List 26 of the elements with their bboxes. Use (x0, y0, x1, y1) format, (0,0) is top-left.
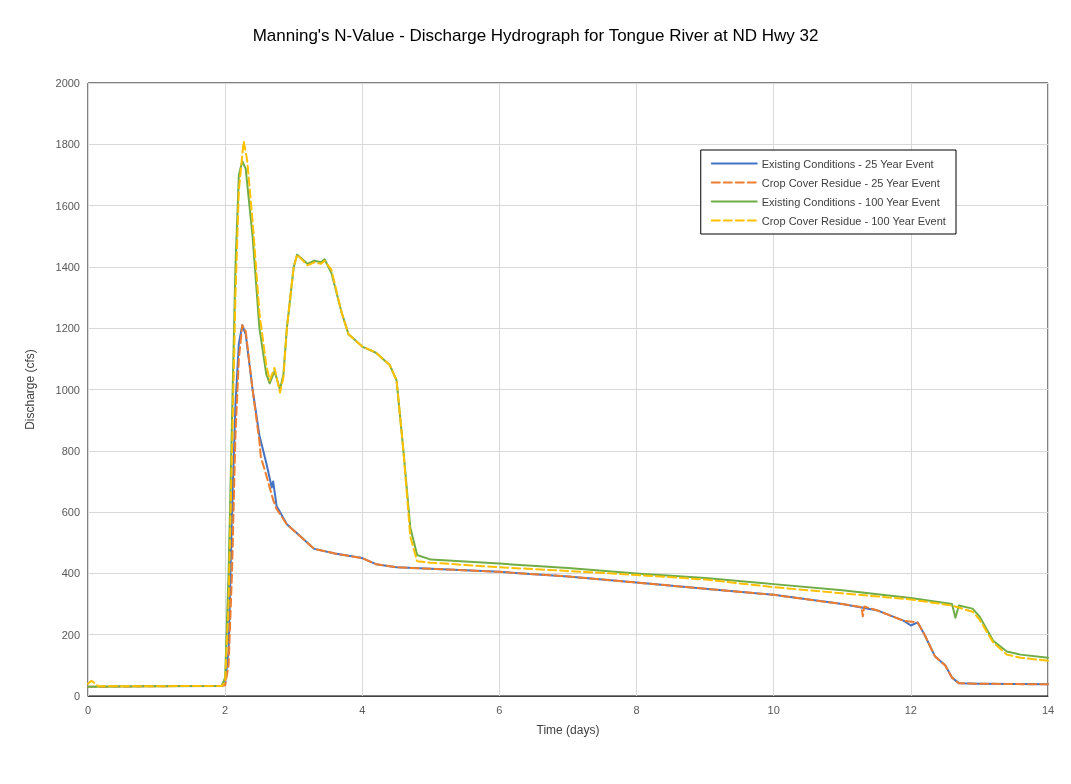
x-tick-label: 10 (767, 703, 780, 716)
y-tick-label: 2000 (55, 77, 80, 89)
y-tick-label: 400 (61, 567, 80, 580)
x-tick-label: 14 (1041, 703, 1055, 716)
y-tick-label: 800 (61, 444, 80, 457)
y-tick-label: 600 (61, 506, 80, 519)
y-tick-label: 1400 (55, 260, 80, 273)
legend-label: Existing Conditions - 100 Year Event (761, 195, 940, 208)
y-tick-label: 0 (73, 690, 80, 702)
legend-label: Crop Cover Residue - 100 Year Event (761, 214, 946, 227)
y-tick-label: 1800 (55, 138, 80, 151)
x-axis-title: Time (days) (536, 723, 600, 737)
y-tick-label: 200 (61, 628, 80, 641)
x-tick-label: 2 (222, 703, 229, 716)
x-tick-label: 8 (633, 703, 640, 716)
y-axis-title: Discharge (cfs) (23, 349, 37, 430)
x-tick-label: 12 (904, 703, 917, 716)
x-tick-label: 4 (359, 703, 366, 716)
chart-title: Manning's N-Value - Discharge Hydrograph for Tongue River at ND Hwy 32 (252, 26, 819, 45)
y-tick-label: 1600 (55, 199, 80, 212)
x-tick-label: 0 (84, 703, 92, 716)
y-tick-label: 1200 (55, 322, 80, 335)
legend-label: Existing Conditions - 25 Year Event (761, 157, 934, 170)
y-tick-label: 1000 (55, 383, 80, 396)
legend-label: Crop Cover Residue - 25 Year Event (761, 176, 940, 189)
x-tick-label: 6 (496, 703, 503, 716)
